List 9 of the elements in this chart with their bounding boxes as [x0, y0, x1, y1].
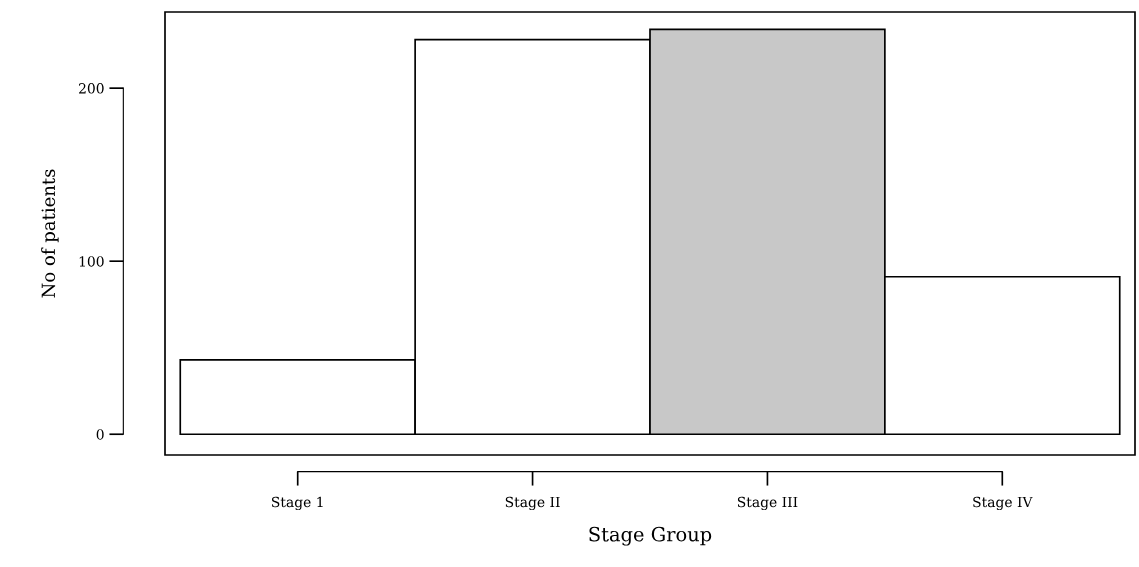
- x-tick-label: Stage 1: [272, 496, 323, 511]
- x-axis-title: Stage Group: [589, 526, 712, 546]
- y-tick-label: 0: [96, 429, 104, 440]
- x-tick-label: Stage IV: [973, 496, 1033, 511]
- x-tick-label: Stage III: [737, 496, 798, 511]
- y-tick-label: 100: [79, 256, 104, 267]
- y-tick-label: 200: [79, 83, 104, 94]
- y-axis-title: No of patients: [41, 169, 59, 298]
- x-tick-label: Stage II: [505, 496, 560, 511]
